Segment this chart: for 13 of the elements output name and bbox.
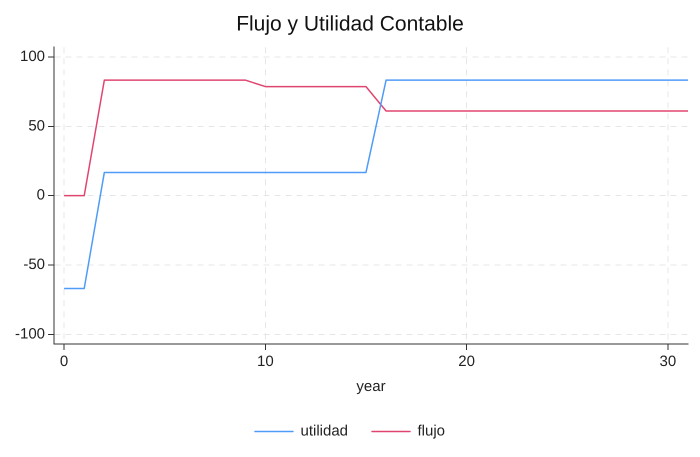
y-tick-label: 50 [28, 117, 46, 134]
y-tick-label: -100 [14, 325, 46, 342]
legend-label: utilidad [300, 422, 348, 440]
x-axis-title: year [356, 378, 386, 396]
x-tick-label: 10 [257, 353, 274, 370]
y-tick-label: 100 [20, 48, 46, 66]
x-tick-label: 0 [60, 353, 68, 370]
y-tick-label: 0 [36, 186, 46, 204]
y-tick-label: -50 [23, 256, 46, 274]
chart-title: Flujo y Utilidad Contable [236, 12, 464, 36]
x-tick-label: 20 [458, 353, 475, 370]
x-tick-label: 30 [660, 353, 676, 370]
legend-label: flujo [418, 422, 446, 440]
